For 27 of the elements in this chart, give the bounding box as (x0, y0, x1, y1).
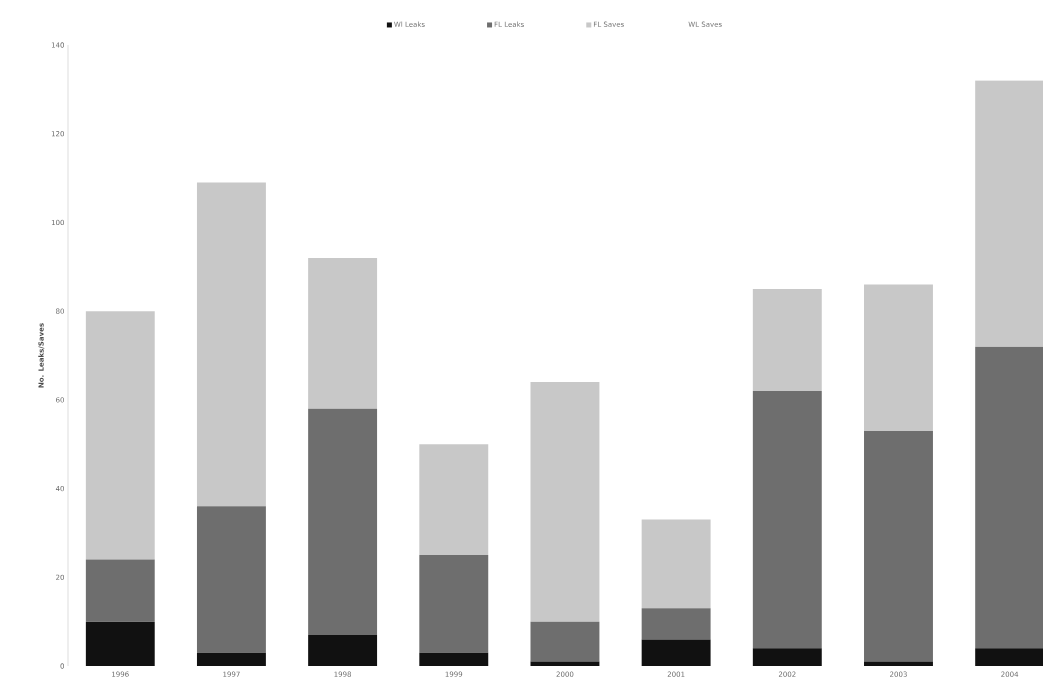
bar (196, 182, 266, 507)
bar (975, 80, 1043, 347)
bar (530, 621, 600, 662)
bar (975, 346, 1043, 649)
bar (308, 408, 378, 635)
bar (419, 444, 489, 556)
bar (196, 652, 266, 666)
bar (308, 634, 378, 666)
bar (530, 382, 600, 622)
bar (85, 559, 155, 622)
bar (864, 430, 933, 662)
bar (864, 661, 933, 666)
bar (752, 288, 822, 391)
bar (752, 390, 822, 649)
bar (530, 661, 600, 666)
bar (85, 311, 155, 560)
bar (308, 257, 378, 409)
bar (419, 652, 489, 666)
bar (641, 639, 711, 666)
bar (641, 519, 711, 609)
bar (419, 555, 489, 653)
bar (85, 621, 155, 666)
bar (752, 648, 822, 666)
bar (975, 648, 1043, 666)
bar (641, 608, 711, 640)
bar (864, 284, 933, 431)
bar (196, 506, 266, 653)
